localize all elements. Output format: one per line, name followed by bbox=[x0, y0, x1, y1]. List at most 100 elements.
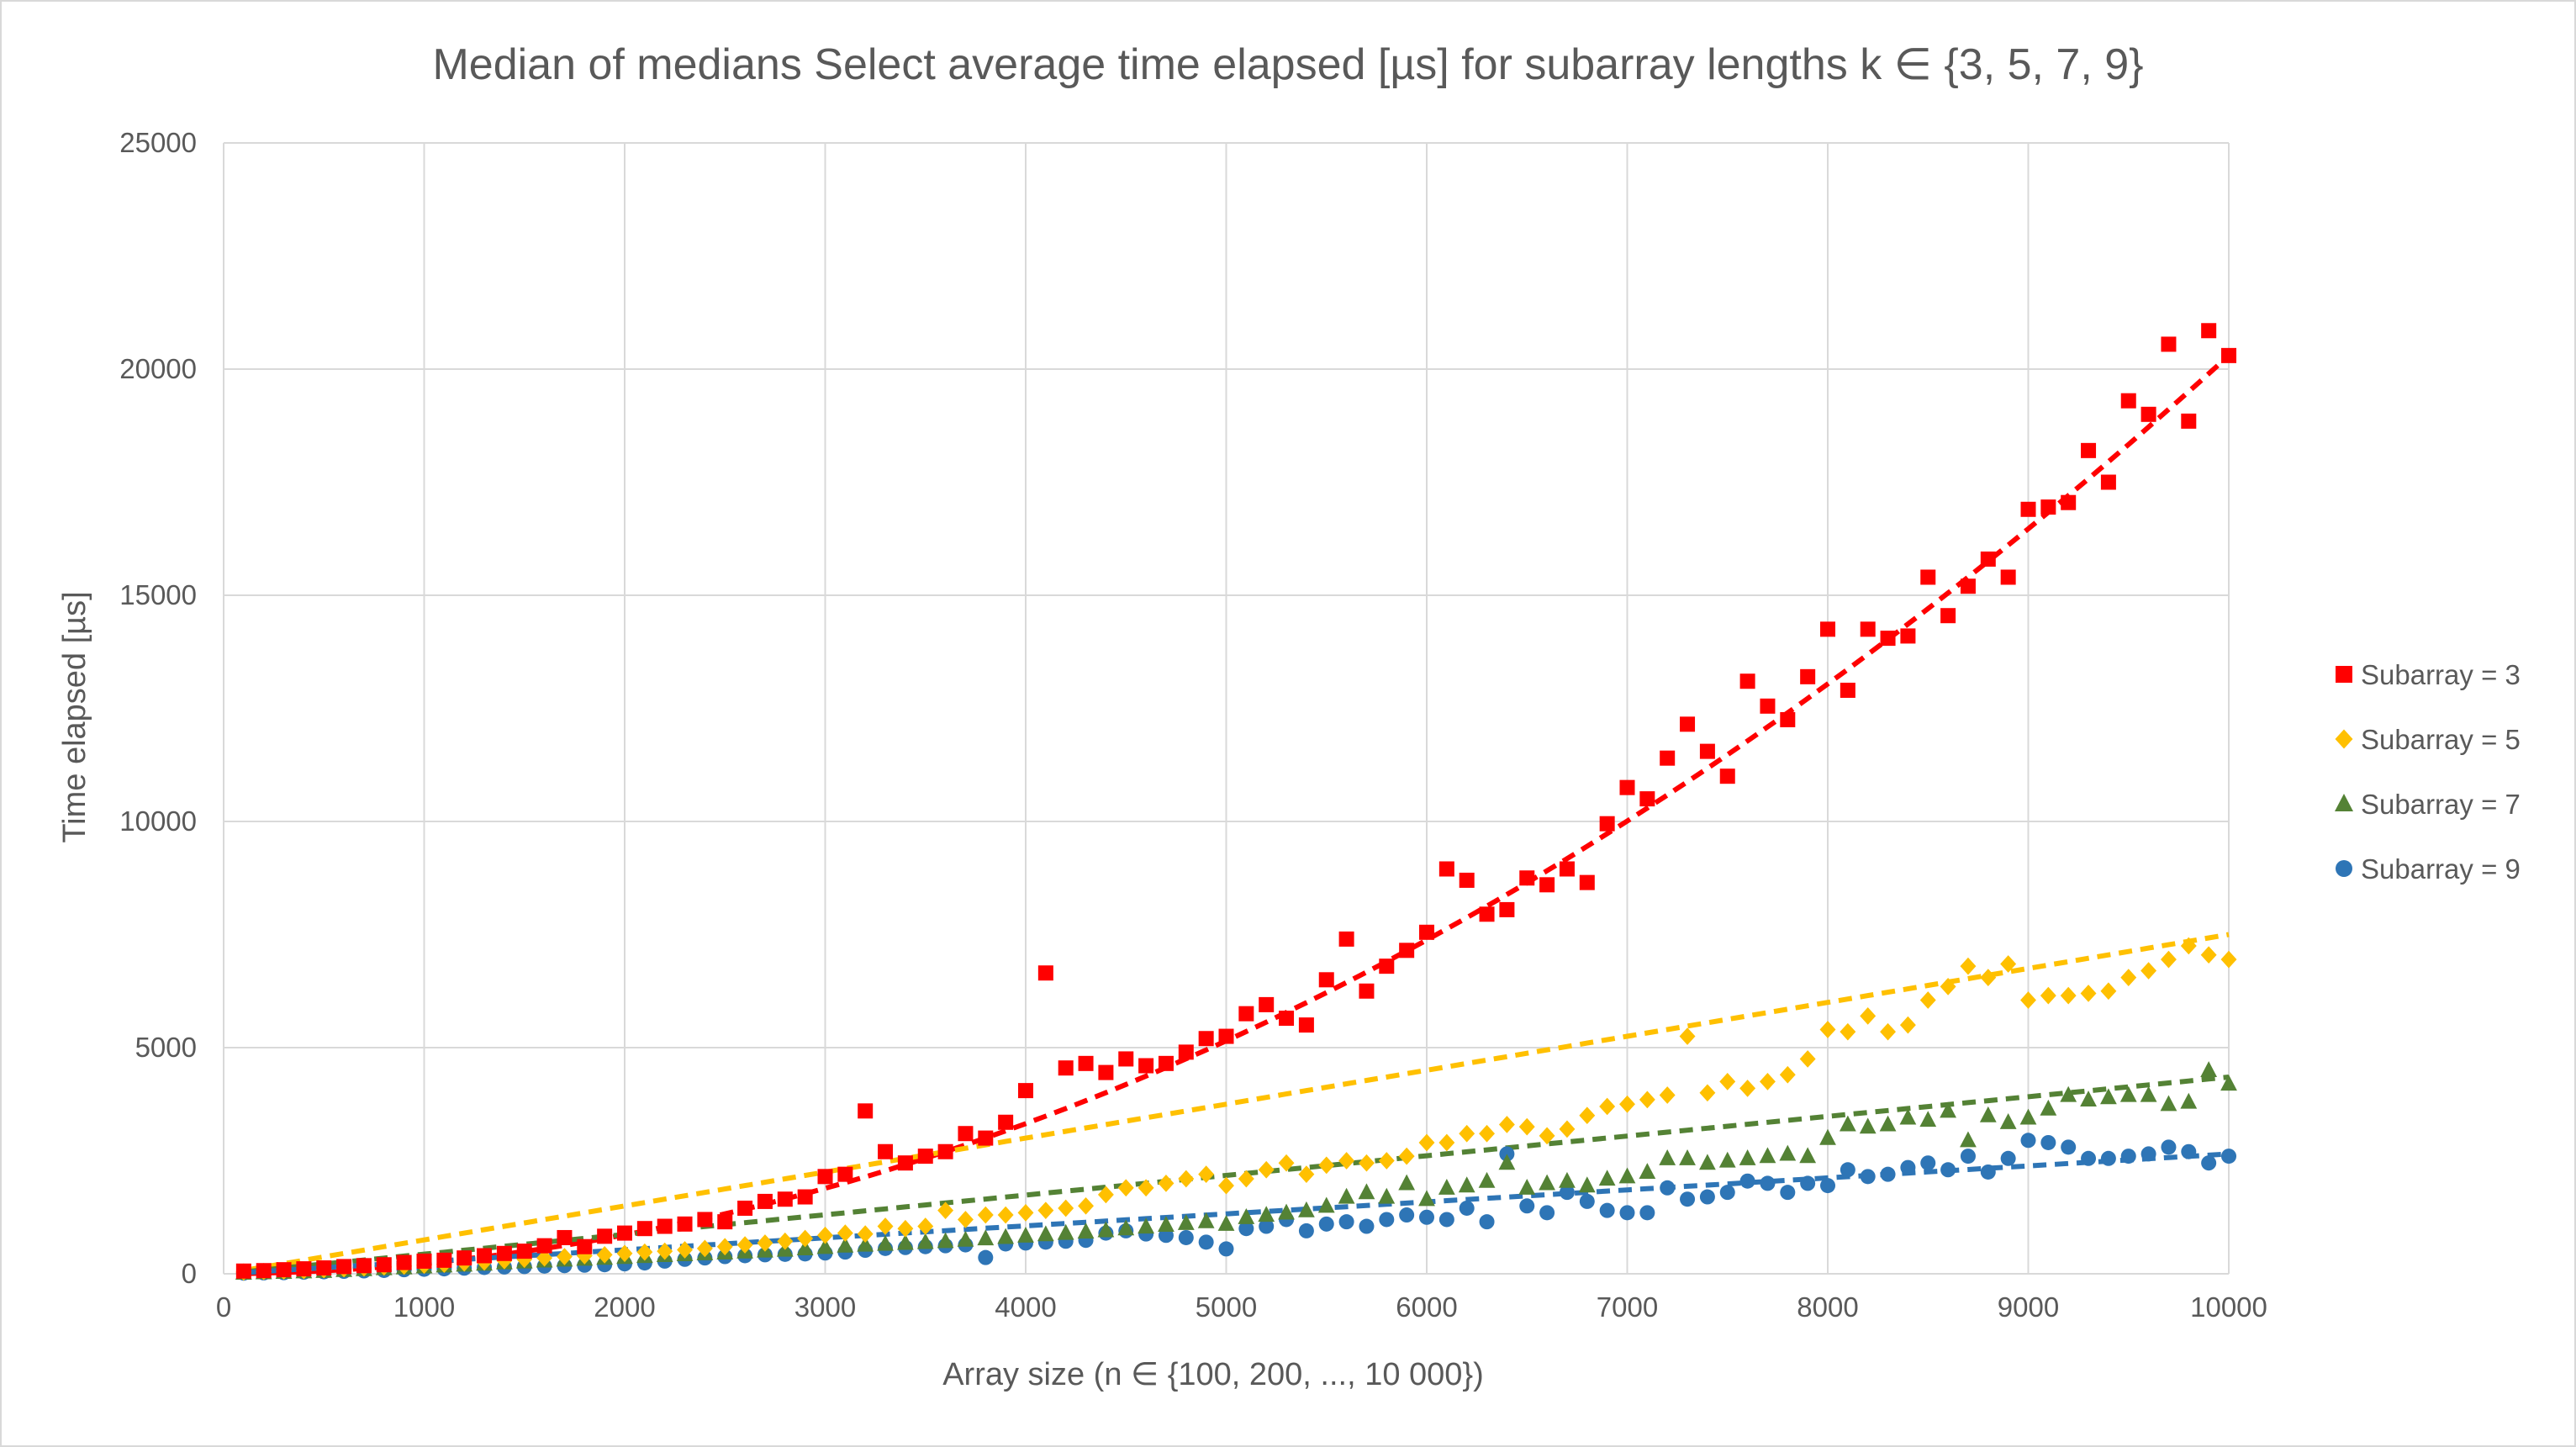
data-point bbox=[2019, 1108, 2037, 1125]
data-point bbox=[1579, 874, 1595, 890]
data-point bbox=[596, 1246, 613, 1264]
data-point bbox=[1499, 901, 1515, 917]
data-point bbox=[1839, 1115, 1856, 1132]
data-point bbox=[1218, 1176, 1234, 1195]
data-point bbox=[2081, 442, 2097, 458]
data-point bbox=[777, 1232, 794, 1250]
data-point bbox=[1138, 1179, 1154, 1197]
data-point bbox=[1117, 1219, 1135, 1236]
data-point bbox=[1940, 1101, 1956, 1118]
data-point bbox=[1017, 1204, 1034, 1222]
data-point bbox=[2201, 323, 2217, 339]
data-point bbox=[1980, 1164, 1996, 1180]
data-point bbox=[1379, 959, 1395, 974]
data-point bbox=[1920, 1155, 1936, 1171]
data-point bbox=[356, 1258, 372, 1274]
data-point bbox=[1920, 569, 1936, 585]
x-tick-label: 6000 bbox=[1396, 1291, 1457, 1323]
data-point bbox=[1158, 1216, 1175, 1232]
data-point bbox=[1900, 628, 1916, 644]
data-point bbox=[1760, 1073, 1776, 1091]
data-point bbox=[2000, 955, 2017, 973]
data-point bbox=[2180, 1092, 2198, 1109]
data-point bbox=[2119, 1085, 2137, 1102]
data-point bbox=[1559, 1185, 1575, 1201]
data-point bbox=[1037, 1225, 1054, 1242]
data-point bbox=[977, 1229, 995, 1246]
data-point bbox=[1498, 1154, 1516, 1170]
data-point bbox=[636, 1221, 652, 1237]
x-tick-label: 9000 bbox=[1998, 1291, 2059, 1323]
data-point bbox=[1478, 1171, 1496, 1188]
data-point bbox=[2100, 1150, 2116, 1166]
data-point bbox=[1559, 1120, 1576, 1138]
data-point bbox=[1177, 1213, 1195, 1230]
data-point bbox=[1418, 1133, 1435, 1152]
data-point bbox=[2061, 494, 2077, 510]
data-point bbox=[2060, 1085, 2077, 1102]
data-point bbox=[857, 1225, 874, 1244]
data-point bbox=[1037, 1201, 1054, 1220]
data-point bbox=[1919, 991, 1936, 1009]
data-point bbox=[1078, 1055, 1094, 1071]
data-point bbox=[2080, 1091, 2097, 1106]
data-point bbox=[978, 1249, 994, 1265]
data-point bbox=[1197, 1212, 1215, 1228]
data-point bbox=[1819, 1128, 1836, 1145]
data-point bbox=[1259, 1218, 1275, 1234]
data-point bbox=[1198, 1165, 1215, 1183]
data-point bbox=[1459, 1124, 1475, 1143]
data-point bbox=[1198, 1031, 1214, 1047]
data-point bbox=[1138, 1058, 1154, 1074]
data-point bbox=[557, 1229, 573, 1245]
data-point bbox=[1399, 943, 1415, 959]
data-point bbox=[1118, 1051, 1134, 1067]
data-point bbox=[1078, 1196, 1094, 1215]
data-point bbox=[1258, 1160, 1275, 1179]
data-point bbox=[1739, 1149, 1756, 1165]
data-point bbox=[1880, 631, 1896, 647]
legend-marker bbox=[2336, 666, 2352, 683]
data-point bbox=[1599, 1202, 1615, 1218]
x-tick-label: 1000 bbox=[393, 1291, 455, 1323]
data-point bbox=[1639, 1091, 1655, 1109]
data-point bbox=[1739, 673, 1755, 689]
data-point bbox=[516, 1244, 532, 1260]
data-point bbox=[1218, 1241, 1234, 1257]
data-point bbox=[1438, 1212, 1454, 1228]
data-point bbox=[1699, 743, 1715, 759]
data-point bbox=[2200, 946, 2217, 964]
data-point bbox=[1338, 1152, 1355, 1170]
data-point bbox=[1780, 711, 1796, 727]
data-point bbox=[1659, 1086, 1676, 1104]
legend-item: Subarray = 5 bbox=[2335, 724, 2521, 755]
data-point bbox=[2200, 1061, 2218, 1077]
data-point bbox=[1820, 1178, 1835, 1194]
data-point bbox=[1259, 996, 1275, 1012]
data-point bbox=[897, 1233, 914, 1250]
data-point bbox=[777, 1191, 793, 1207]
trendline-series-2 bbox=[243, 932, 2230, 1273]
data-point bbox=[1158, 1175, 1175, 1192]
data-point bbox=[2221, 347, 2236, 363]
data-point bbox=[1498, 1116, 1515, 1133]
data-point bbox=[2081, 1150, 2097, 1166]
data-point bbox=[878, 1143, 894, 1159]
data-point bbox=[1779, 1144, 1797, 1161]
data-point bbox=[1519, 1198, 1535, 1214]
data-point bbox=[2181, 413, 2197, 429]
data-point bbox=[1279, 1011, 1295, 1027]
y-tick-label: 15000 bbox=[119, 579, 197, 610]
data-point bbox=[1098, 1064, 1114, 1080]
data-point bbox=[1158, 1055, 1174, 1071]
data-point bbox=[1057, 1223, 1074, 1240]
data-point bbox=[2061, 1139, 2077, 1155]
data-point bbox=[1378, 1187, 1396, 1204]
data-point bbox=[697, 1212, 713, 1228]
legend: Subarray = 3 Subarray = 5 Subarray = 7 Suba… bbox=[2335, 659, 2521, 885]
data-point bbox=[737, 1200, 753, 1216]
data-point bbox=[757, 1234, 773, 1252]
data-point bbox=[1058, 1060, 1074, 1076]
data-point bbox=[616, 1244, 633, 1263]
data-point bbox=[1579, 1106, 1596, 1125]
